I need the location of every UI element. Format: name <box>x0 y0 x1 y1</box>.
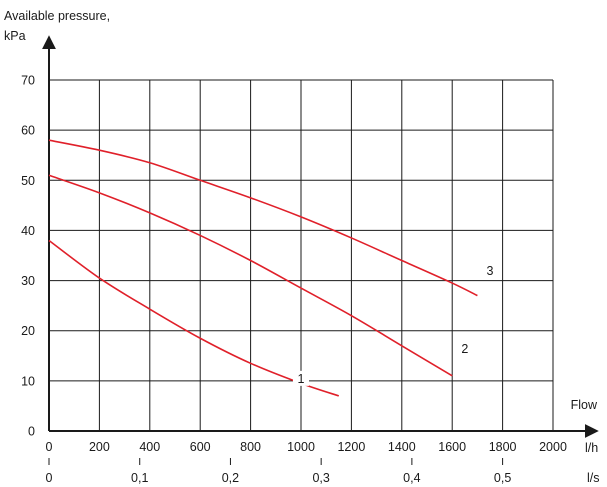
secondary-tick-label: 0,5 <box>494 471 511 485</box>
curve-2 <box>48 174 453 377</box>
y-tick-label: 70 <box>21 74 35 88</box>
curve-label-2: 2 <box>461 342 468 356</box>
x-tick-label: 0 <box>46 440 53 454</box>
x-tick-label: 1600 <box>438 440 466 454</box>
y-tick-labels: 0 10 20 30 40 50 60 70 <box>21 74 35 439</box>
x-tick-label: 1400 <box>388 440 416 454</box>
x-axis-label: Flow <box>571 398 598 412</box>
grid <box>49 79 554 431</box>
secondary-tick-label: 0,2 <box>222 471 239 485</box>
curves <box>48 139 478 397</box>
y-tick-label: 40 <box>21 224 35 238</box>
x-tick-labels: 0 200 400 600 800 1000 1200 1400 1600 1800 2000 <box>46 440 567 454</box>
secondary-tick-label: 0 <box>46 471 53 485</box>
x-tick-label: 1000 <box>287 440 315 454</box>
x-unit-secondary: l/s <box>587 471 600 485</box>
x-tick-label: 200 <box>89 440 110 454</box>
curve-3 <box>48 139 478 297</box>
curve-label-bg <box>482 263 498 279</box>
y-tick-label: 30 <box>21 274 35 288</box>
x-tick-label: 1200 <box>337 440 365 454</box>
x-tick-label: 600 <box>190 440 211 454</box>
secondary-tick-label: 0,1 <box>131 471 148 485</box>
curve-label-bg <box>293 370 309 386</box>
axes <box>42 35 599 438</box>
curve-label-1: 1 <box>298 372 305 386</box>
y-tick-label: 50 <box>21 174 35 188</box>
y-axis-label-line-1: Available pressure, <box>4 9 110 23</box>
x-tick-label: 1800 <box>489 440 517 454</box>
x-tick-label: 800 <box>240 440 261 454</box>
y-axis-label-line-2: kPa <box>4 29 26 43</box>
y-tick-label: 10 <box>21 374 35 388</box>
curve-label-bg <box>456 340 473 356</box>
secondary-tick-label: 0,3 <box>312 471 329 485</box>
x-tick-label: 400 <box>139 440 160 454</box>
secondary-axis-tick-labels: 0 0,1 0,2 0,3 0,4 0,5 <box>46 458 511 485</box>
series-labels: 1 2 3 <box>293 263 498 386</box>
y-tick-label: 0 <box>28 425 35 439</box>
y-tick-label: 20 <box>21 324 35 338</box>
y-tick-label: 60 <box>21 124 35 138</box>
secondary-tick-label: 0,4 <box>403 471 420 485</box>
x-unit-primary: l/h <box>585 441 598 455</box>
curve-label-3: 3 <box>487 264 494 278</box>
x-tick-label: 2000 <box>539 440 567 454</box>
